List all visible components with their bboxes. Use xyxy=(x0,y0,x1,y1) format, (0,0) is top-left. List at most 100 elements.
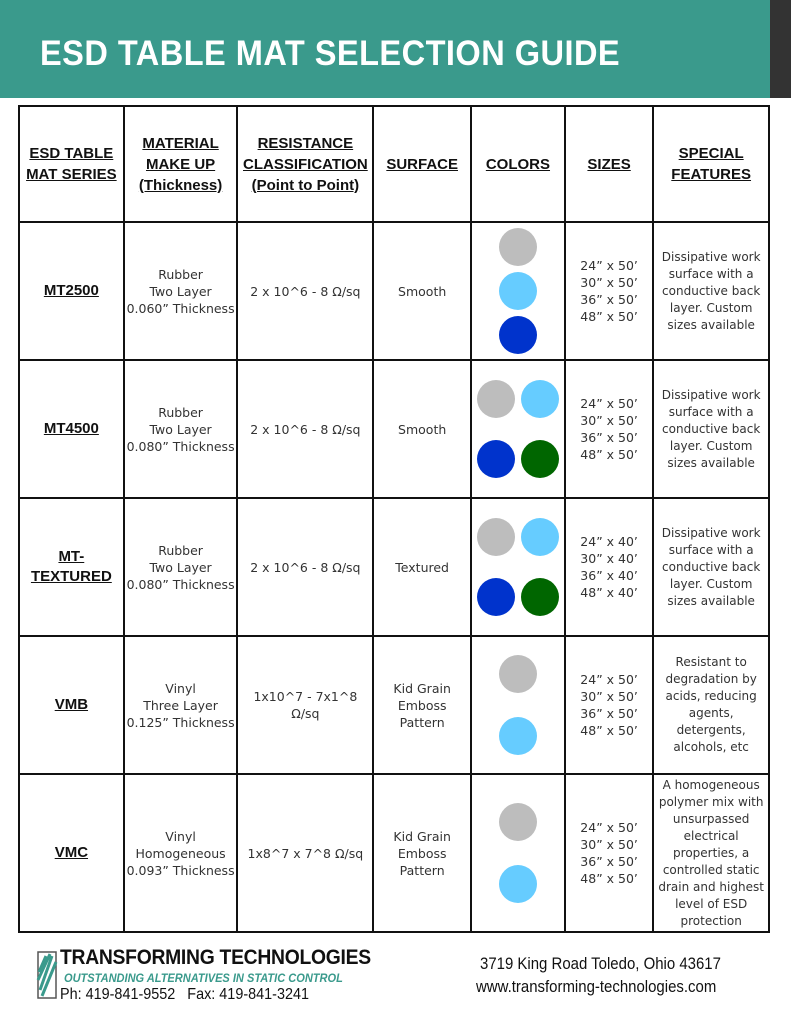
surface-cell: Smooth xyxy=(372,221,472,361)
column-header-surface: SURFACE xyxy=(372,105,472,223)
material-text: 0.093” Thickness xyxy=(126,862,235,878)
address: 3719 King Road Toledo, Ohio 43617 xyxy=(480,954,721,973)
feature-text: layer. Custom xyxy=(669,438,753,453)
column-header-material: MATERIAL MAKE UP (Thickness) xyxy=(122,105,239,223)
website-link[interactable]: www.transforming-technologies.com xyxy=(476,977,717,996)
color-swatch xyxy=(476,518,515,556)
resistance-cell: 1x8^7 x 7^8 Ω/sq xyxy=(236,773,375,933)
material-text: Two Layer xyxy=(149,421,212,437)
header-text: MAT SERIES xyxy=(26,166,117,183)
series-cell: MT4500 xyxy=(18,359,125,499)
header-text: (Thickness) xyxy=(138,176,223,194)
size-text: 24” x 50’ xyxy=(580,396,638,411)
size-text: 24” x 50’ xyxy=(580,820,638,835)
resistance-cell: 2 x 10^6 - 8 Ω/sq xyxy=(236,497,375,637)
surface-text: Pattern xyxy=(399,714,445,730)
series-cell: MT2500 xyxy=(18,221,125,361)
surface-text: Kid Grain xyxy=(393,828,451,844)
feature-text: unsurpassed xyxy=(672,811,750,826)
sizes-cell: 24” x 50’ 30” x 50’ 36” x 50’ 48” x 50’ xyxy=(563,221,655,361)
feature-text: sizes available xyxy=(667,317,755,332)
surface-text: Pattern xyxy=(399,862,445,878)
feature-text: polymer mix with xyxy=(658,794,764,809)
size-text: 48” x 50’ xyxy=(580,723,638,738)
brand-name: TRANSFORMING TECHNOLOGIES xyxy=(60,946,371,969)
header-text: SURFACE xyxy=(386,155,458,173)
size-text: 30” x 50’ xyxy=(580,275,638,290)
features-cell: Dissipative work surface with a conductive… xyxy=(652,221,770,361)
resistance-text: 2 x 10^6 - 8 Ω/sq xyxy=(250,421,361,437)
material-text: Rubber xyxy=(158,266,203,282)
table-row: MT2500 Rubber Two Layer 0.060” Thickness 2 x… xyxy=(18,221,770,361)
feature-text: Resistant to xyxy=(675,655,747,669)
resistance-cell: 2 x 10^6 - 8 Ω/sq xyxy=(236,221,375,361)
table-row: VMB Vinyl Three Layer 0.125” Thickness 1x10^… xyxy=(18,635,770,775)
sizes-cell: 24” x 40’ 30” x 40’ 36” x 40’ 48” x 40’ xyxy=(563,497,655,637)
phone-fax: Ph: 419-841-9552 Fax: 419-841-3241 xyxy=(60,986,309,1003)
feature-text: alcohols, etc xyxy=(673,740,749,754)
surface-text: Emboss xyxy=(397,845,447,861)
sizes-cell: 24” x 50’ 30” x 50’ 36” x 50’ 48” x 50’ xyxy=(563,773,655,933)
size-text: 36” x 50’ xyxy=(580,706,638,721)
resistance-text: 2 x 10^6 - 8 Ω/sq xyxy=(250,559,361,575)
material-text: 0.080” Thickness xyxy=(126,438,235,454)
material-cell: Vinyl Homogeneous 0.093” Thickness xyxy=(122,773,239,933)
features-cell: A homogeneous polymer mix with unsurpassed… xyxy=(652,773,770,933)
series-name: MT4500 xyxy=(43,420,99,437)
color-swatch xyxy=(520,518,559,556)
resistance-text: 2 x 10^6 - 8 Ω/sq xyxy=(250,283,361,299)
feature-text: controlled static xyxy=(662,862,760,877)
features-cell: Dissipative work surface with a conductive… xyxy=(652,359,770,499)
selection-table: ESD TABLE MAT SERIES MATERIAL MAKE UP (Thick… xyxy=(18,105,770,933)
surface-text: Smooth xyxy=(398,421,447,437)
feature-text: A homogeneous xyxy=(662,777,760,792)
material-text: 0.125” Thickness xyxy=(126,714,235,730)
feature-text: surface with a xyxy=(668,542,754,557)
brand-tagline: OUTSTANDING ALTERNATIVES IN STATIC CONTR… xyxy=(64,971,343,985)
feature-text: level of ESD xyxy=(675,896,748,911)
feature-text: conductive back xyxy=(662,283,761,298)
header-text: MATERIAL xyxy=(142,134,219,152)
material-text: Two Layer xyxy=(149,283,212,299)
color-swatches xyxy=(472,380,564,478)
series-name: MT- xyxy=(58,548,85,565)
color-swatch xyxy=(498,228,537,266)
series-name: MT2500 xyxy=(43,282,99,299)
size-text: 48” x 50’ xyxy=(580,871,638,886)
feature-text: Dissipative work xyxy=(661,525,761,540)
page-title: ESD TABLE MAT SELECTION GUIDE xyxy=(40,34,621,73)
column-header-colors: COLORS xyxy=(470,105,566,223)
color-swatches xyxy=(472,518,564,616)
feature-text: surface with a xyxy=(668,266,754,281)
feature-text: acids, reducing xyxy=(665,689,757,703)
color-swatches xyxy=(472,228,564,354)
size-text: 30” x 40’ xyxy=(580,551,638,566)
series-name: VMC xyxy=(54,844,89,861)
surface-cell: Kid Grain Emboss Pattern xyxy=(372,635,472,775)
header-row: ESD TABLE MAT SERIES MATERIAL MAKE UP (Thick… xyxy=(18,105,770,223)
size-text: 30” x 50’ xyxy=(580,689,638,704)
material-cell: Rubber Two Layer 0.060” Thickness xyxy=(122,221,239,361)
header-text: SIZES xyxy=(587,155,631,173)
material-text: Homogeneous xyxy=(135,845,226,861)
header-text: SPECIAL xyxy=(678,145,744,162)
size-text: 48” x 50’ xyxy=(580,309,638,324)
logo-icon xyxy=(36,951,58,999)
color-swatch xyxy=(498,803,537,841)
header-text: (Point to Point) xyxy=(251,176,360,194)
column-header-features: SPECIAL FEATURES xyxy=(652,105,770,223)
color-swatch xyxy=(498,717,537,755)
feature-text: properties, a xyxy=(673,845,750,860)
series-name: TEXTURED xyxy=(30,568,112,585)
header-text: RESISTANCE xyxy=(257,134,354,152)
color-swatch xyxy=(476,440,515,478)
feature-text: layer. Custom xyxy=(669,576,753,591)
colors-cell xyxy=(470,359,566,499)
material-text: Vinyl xyxy=(165,680,196,696)
colors-cell xyxy=(470,221,566,361)
resistance-cell: 2 x 10^6 - 8 Ω/sq xyxy=(236,359,375,499)
resistance-text: 1x10^7 - 7x1^8 Ω/sq xyxy=(253,689,358,721)
sizes-cell: 24” x 50’ 30” x 50’ 36” x 50’ 48” x 50’ xyxy=(563,635,655,775)
material-cell: Rubber Two Layer 0.080” Thickness xyxy=(122,497,239,637)
size-text: 24” x 50’ xyxy=(580,672,638,687)
